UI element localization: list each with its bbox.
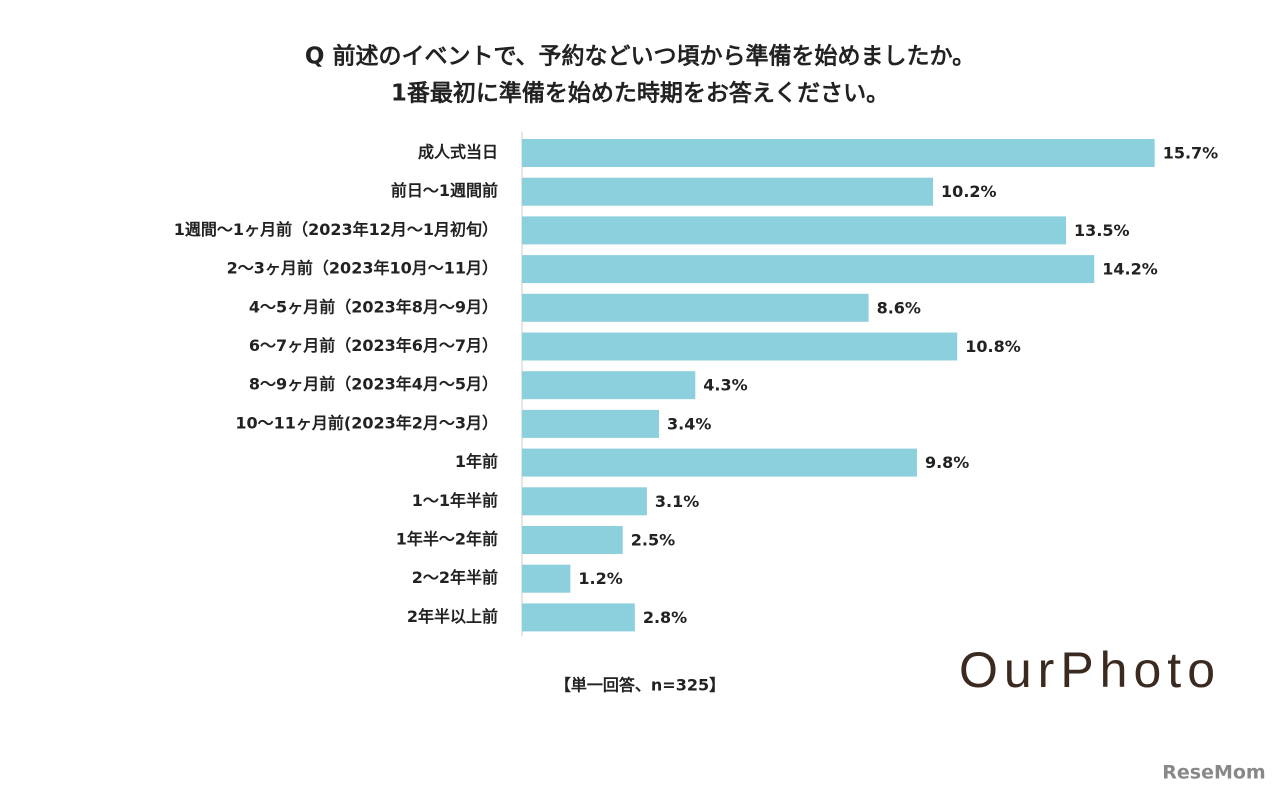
category-label: 1～1年半前 [412,491,498,510]
value-label: 2.8% [643,608,687,627]
bar [522,216,1067,245]
value-label: 15.7% [1163,144,1219,163]
bar [522,564,571,593]
bar [522,255,1095,284]
bar [522,371,696,400]
category-label: 1年前 [455,452,498,471]
category-label: 6～7ヶ月前（2023年6月～7月） [249,336,498,355]
logo: OurPhoto [959,642,1221,698]
category-label: 8～9ヶ月前（2023年4月～5月） [249,375,498,394]
value-label: 14.2% [1102,260,1158,279]
value-label: 4.3% [703,376,747,395]
bar [522,293,869,322]
bar [522,603,635,632]
category-label: 2～3ヶ月前（2023年10月～11月） [227,259,498,278]
category-label: 4～5ヶ月前（2023年8月～9月） [249,297,498,316]
category-label: 2～2年半前 [412,568,498,587]
bar [522,487,647,516]
watermark: ReseMom [1162,762,1265,784]
value-label: 10.8% [965,337,1021,356]
value-label: 9.8% [925,453,969,472]
category-label: 2年半以上前 [407,607,498,626]
bar [522,332,958,361]
value-label: 3.4% [667,414,711,433]
chart-title: Q 前述のイベントで、予約などいつ頃から準備を始めましたか。 [305,43,975,70]
value-label: 3.1% [655,492,699,511]
category-label: 前日～1週間前 [391,181,498,200]
value-label: 1.2% [578,569,622,588]
value-label: 13.5% [1074,221,1130,240]
category-label: 1週間～1ヶ月前（2023年12月～1月初旬） [174,220,498,239]
chart-title: 1番最初に準備を始めた時期をお答えください。 [391,80,889,107]
bar [522,448,917,477]
value-label: 8.6% [877,298,921,317]
category-label: 10～11ヶ月前(2023年2月～3月） [235,413,498,432]
bar [522,409,660,438]
bar [522,177,934,206]
bar [522,139,1155,167]
category-label: 1年半～2年前 [396,530,498,549]
bar [522,526,623,554]
category-label: 成人式当日 [418,143,498,162]
note: 【単一回答、n=325】 [555,676,725,695]
value-label: 2.5% [631,531,675,550]
value-label: 10.2% [941,182,997,201]
